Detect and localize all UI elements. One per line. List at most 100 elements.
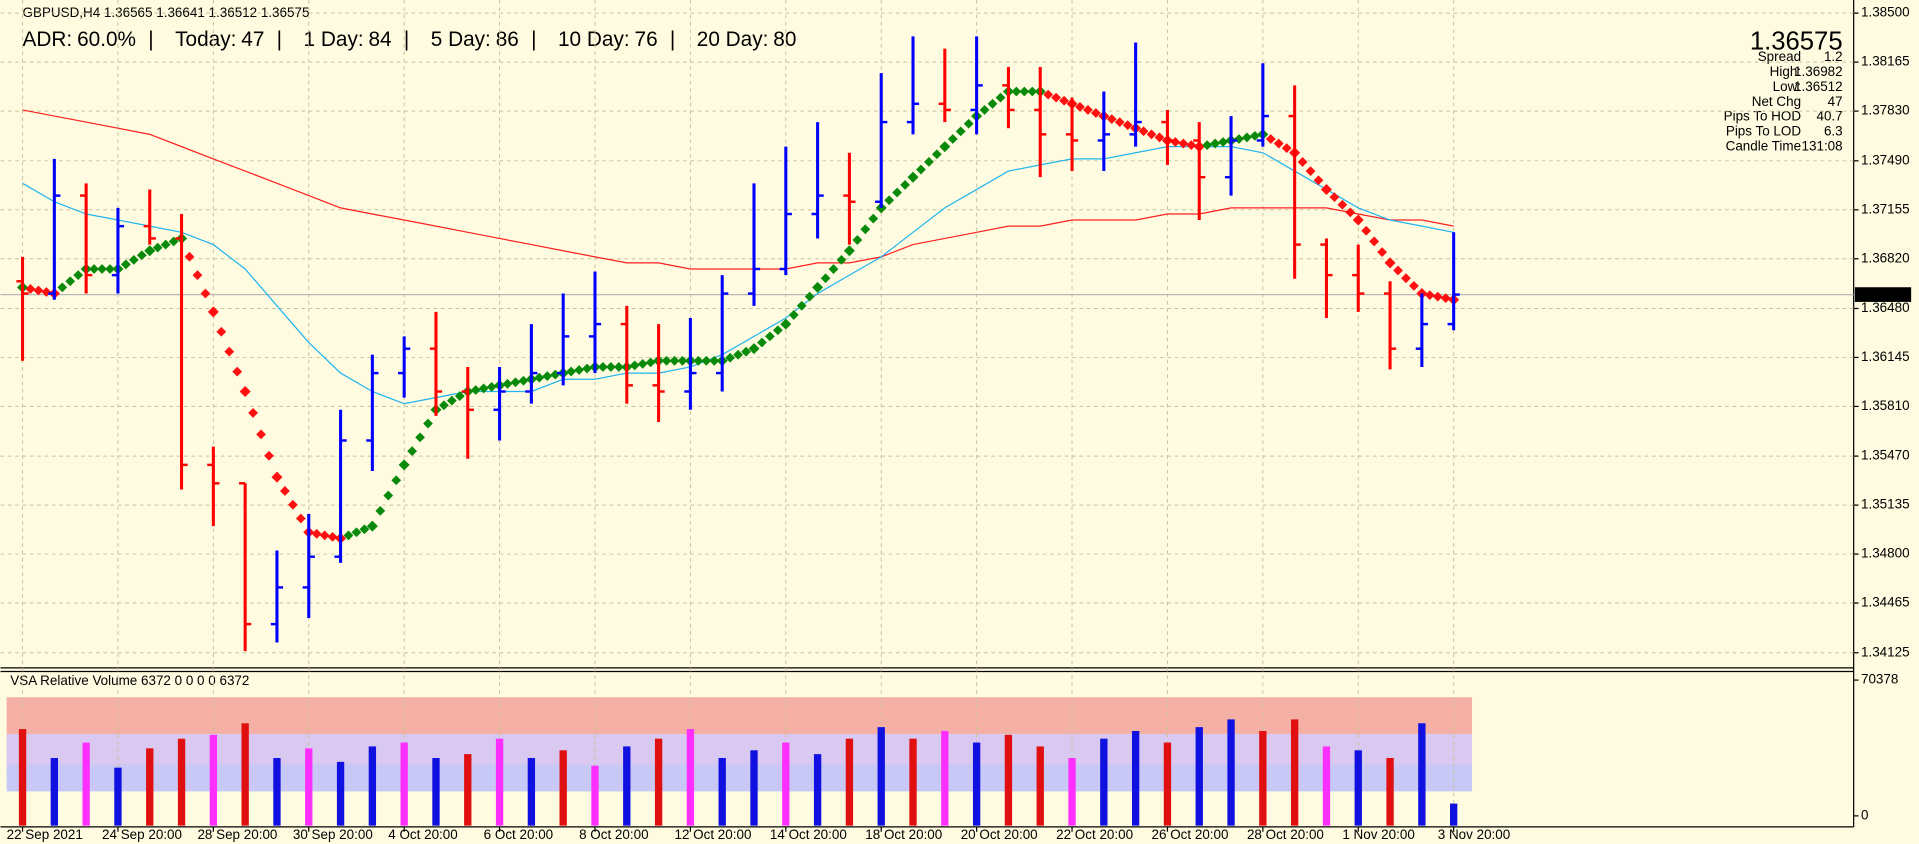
y-tick-label: 1.36820: [1861, 250, 1910, 265]
trend-dot-connector: [1337, 199, 1348, 210]
volume-bands: [6, 697, 1473, 792]
adr-label: ADR:: [23, 28, 73, 51]
separator: |: [670, 28, 675, 51]
trend-dot-connector: [725, 352, 736, 363]
info-label: Pips To LOD: [1726, 124, 1801, 139]
trend-dot-connector: [605, 362, 616, 372]
volume-bar: [1354, 750, 1362, 826]
info-value: 40.7: [1816, 109, 1842, 124]
trend-dot-connector: [828, 264, 839, 274]
trend-dot-connector: [200, 288, 211, 299]
trend-dot-connector: [884, 195, 895, 206]
trend-dot-connector: [121, 259, 131, 270]
adr-value: 76: [635, 28, 658, 51]
volume-bar: [241, 723, 249, 826]
info-label: Low:: [1773, 79, 1801, 94]
y-tick-label: 1.36480: [1861, 300, 1910, 315]
x-tick-label: 30 Sep 20:00: [293, 827, 373, 842]
trend-dot-connector: [629, 360, 640, 371]
trend-dot-connector: [1114, 117, 1125, 128]
x-tick-label: 24 Sep 20:00: [102, 827, 182, 842]
trend-dot-connector: [160, 239, 171, 250]
trend-dot-connector: [772, 325, 783, 336]
price-marker-box: [1854, 287, 1912, 302]
trend-dot-connector: [1361, 225, 1372, 236]
trend-dot-connector: [1369, 236, 1380, 247]
trend-dot-connector: [518, 375, 529, 386]
trend-dot-connector: [1401, 273, 1411, 284]
trend-dot: [398, 459, 410, 471]
trend-dot-connector: [1043, 89, 1054, 100]
y-tick-label: 1.35470: [1861, 448, 1910, 463]
trend-dot-connector: [423, 418, 433, 429]
trend-dot-connector: [1242, 132, 1252, 143]
volume-bar: [82, 742, 90, 826]
volume-bar: [336, 761, 345, 826]
trend-dot-connector: [287, 499, 298, 510]
y-tick-label: 1.35810: [1861, 398, 1910, 413]
volume-bar: [1163, 742, 1172, 826]
separator: |: [531, 28, 536, 51]
trend-dot-connector: [415, 432, 425, 443]
trend-dot-connector: [280, 486, 290, 496]
trend-dot-connector: [136, 250, 147, 261]
trend-dot-connector: [1281, 143, 1292, 154]
volume-bar: [686, 729, 695, 826]
volume-bar: [146, 748, 154, 826]
adr-value: 80: [773, 28, 796, 51]
separator: |: [148, 28, 153, 51]
trend-dot: [748, 343, 760, 355]
adr-label: Today:: [175, 28, 236, 51]
y-tick-label: 1.38165: [1861, 54, 1910, 69]
volume-bar: [432, 757, 440, 826]
trend-dot-connector: [931, 149, 942, 160]
x-tick-label: 8 Oct 20:00: [579, 827, 648, 842]
adr-value: 47: [241, 28, 264, 51]
trend-dot-connector: [351, 527, 362, 538]
info-value: 131:08: [1802, 139, 1843, 154]
volume-bar: [1449, 803, 1458, 826]
trend-dot-connector: [1273, 138, 1284, 149]
trend-dot-connector: [836, 255, 847, 265]
x-tick-label: 28 Sep 20:00: [197, 827, 277, 842]
y-tick-label: 1.34800: [1861, 546, 1910, 561]
y-tick-label: 1.34465: [1861, 595, 1910, 610]
trend-dot-connector: [224, 346, 235, 357]
y-tick-label: 1.38500: [1861, 5, 1910, 20]
volume-bar: [1227, 719, 1235, 826]
trend-dot-connector: [1440, 293, 1451, 304]
trend-dot-connector: [900, 179, 910, 190]
volume-bar: [591, 765, 599, 826]
info-label: Candle Time: [1726, 139, 1801, 154]
trend-dot-connector: [1329, 192, 1340, 202]
trend-dot-connector: [1393, 265, 1403, 276]
info-label: High:: [1770, 64, 1801, 79]
info-value: 47: [1828, 94, 1843, 109]
trend-dot-connector: [1178, 138, 1189, 149]
volume-bar: [941, 730, 949, 826]
trend-dot-connector: [860, 224, 871, 235]
trend-dot-connector: [1122, 120, 1133, 131]
separator: |: [277, 28, 282, 51]
trend-dot-connector: [765, 331, 775, 342]
x-tick-label: 20 Oct 20:00: [961, 827, 1038, 842]
trend-dot-connector: [128, 254, 139, 265]
trend-dot-connector: [1424, 290, 1435, 300]
x-tick-label: 22 Oct 20:00: [1056, 827, 1133, 842]
trend-dot-connector: [89, 264, 99, 274]
trend-dot-connector: [1432, 291, 1443, 302]
volume-bar: [273, 757, 281, 826]
trend-dot-connector: [582, 363, 592, 374]
y-tick-label: 1.37830: [1861, 103, 1910, 118]
volume-bar: [495, 738, 504, 826]
trend-dot-connector: [264, 450, 274, 461]
trend-dot-connector: [295, 513, 306, 524]
trend-dot-connector: [192, 270, 203, 281]
volume-bar: [782, 742, 790, 826]
volume-bar: [654, 738, 663, 826]
info-label: Net Chg: [1752, 94, 1801, 109]
adr-label: 5 Day:: [431, 28, 491, 51]
trend-dot-connector: [232, 366, 243, 377]
volume-band-low: [6, 764, 1473, 792]
